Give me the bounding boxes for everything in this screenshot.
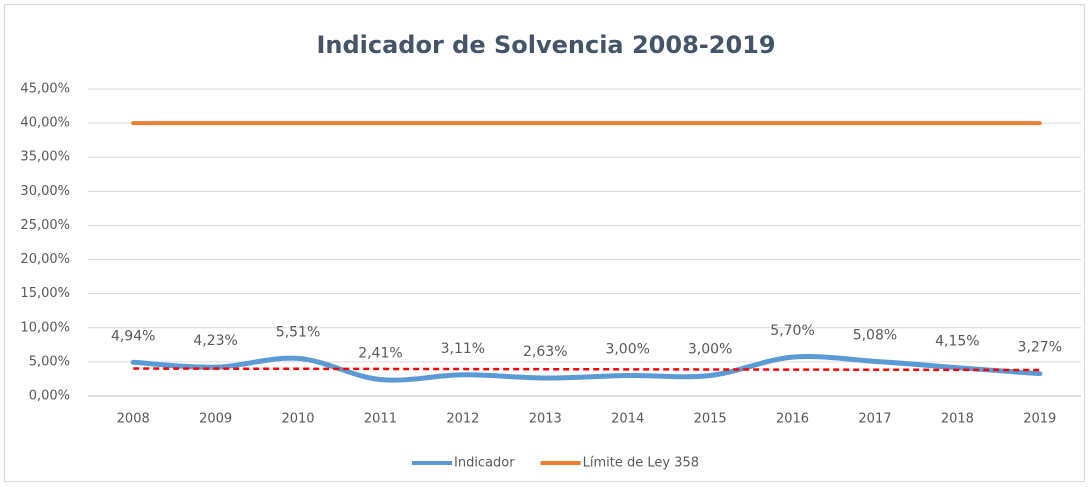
data-label: 4,15% bbox=[935, 334, 979, 350]
x-tick-label: 2015 bbox=[694, 412, 727, 427]
data-label: 4,23% bbox=[193, 333, 237, 349]
y-tick-label: 30,00% bbox=[20, 184, 70, 199]
data-label: 3,00% bbox=[605, 342, 649, 358]
y-tick-label: 5,00% bbox=[29, 354, 70, 369]
x-tick-label: 2008 bbox=[117, 412, 150, 427]
data-label: 5,70% bbox=[770, 323, 814, 339]
y-tick-label: 20,00% bbox=[20, 252, 70, 267]
x-tick-label: 2016 bbox=[776, 412, 809, 427]
chart-title: Indicador de Solvencia 2008-2019 bbox=[316, 31, 775, 59]
data-label: 4,94% bbox=[111, 328, 155, 344]
x-tick-label: 2019 bbox=[1023, 412, 1056, 427]
series-line bbox=[130, 353, 1043, 383]
data-label: 3,11% bbox=[441, 341, 485, 357]
x-tick-label: 2009 bbox=[199, 412, 232, 427]
y-tick-label: 25,00% bbox=[20, 218, 70, 233]
data-label: 5,08% bbox=[853, 327, 897, 343]
x-tick-label: 2017 bbox=[858, 412, 891, 427]
legend-label: Indicador bbox=[454, 456, 515, 471]
y-tick-label: 0,00% bbox=[29, 389, 70, 404]
y-tick-label: 40,00% bbox=[20, 116, 70, 131]
x-tick-label: 2018 bbox=[941, 412, 974, 427]
data-label: 3,27% bbox=[1018, 340, 1062, 356]
y-tick-label: 10,00% bbox=[20, 320, 70, 335]
data-label: 3,00% bbox=[688, 342, 732, 358]
x-tick-label: 2011 bbox=[364, 412, 397, 427]
legend-label: Límite de Ley 358 bbox=[583, 456, 699, 471]
x-tick-label: 2012 bbox=[446, 412, 479, 427]
x-tick-label: 2014 bbox=[611, 412, 644, 427]
data-label: 2,41% bbox=[358, 346, 402, 362]
y-tick-label: 35,00% bbox=[20, 150, 70, 165]
x-tick-label: 2010 bbox=[281, 412, 314, 427]
data-label: 5,51% bbox=[276, 324, 320, 340]
y-tick-label: 15,00% bbox=[20, 286, 70, 301]
trendline bbox=[133, 367, 1040, 372]
chart-frame bbox=[4, 4, 1085, 482]
data-label: 2,63% bbox=[523, 344, 567, 360]
x-tick-label: 2013 bbox=[529, 412, 562, 427]
y-tick-label: 45,00% bbox=[20, 82, 70, 97]
